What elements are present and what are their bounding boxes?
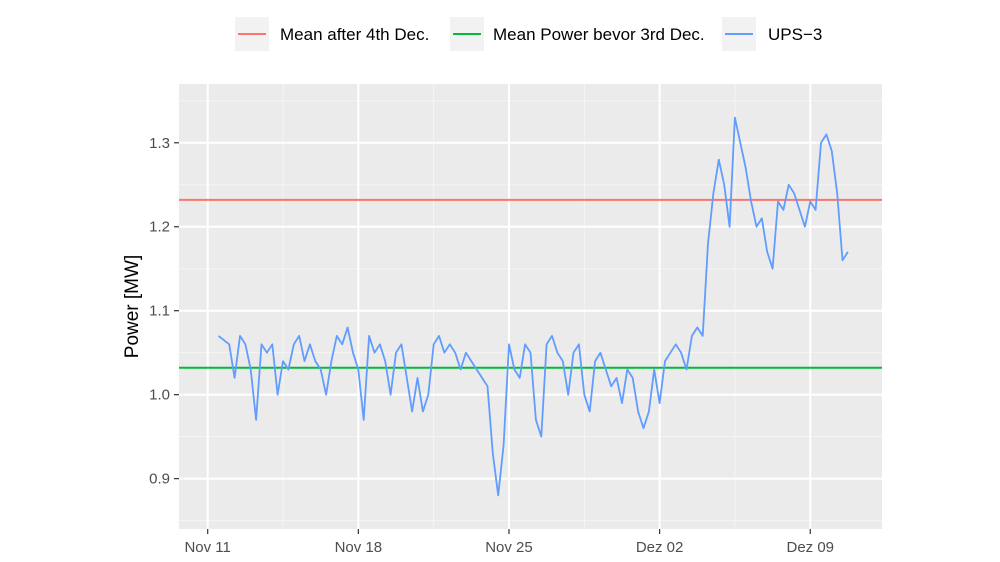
ups3-line [217,116,849,497]
x-tick-label: Dez 02 [636,539,684,556]
y-tick-label: 1.1 [149,303,170,320]
legend-label: UPS−3 [768,25,822,44]
y-tick-label: 1.3 [149,135,170,152]
legend-label: Mean Power bevor 3rd Dec. [493,25,705,44]
axes: 0.9 1.0 1.1 1.2 1.3 Nov 11 Nov 18 Nov 25 Dez 02 D… [149,135,834,556]
y-tick-label: 0.9 [149,471,170,488]
x-tick-label: Dez 09 [786,539,834,556]
y-tick-label: 1.0 [149,387,170,404]
y-tick-label: 1.2 [149,219,170,236]
series-layer [217,116,849,497]
legend-item: UPS−3 [722,17,822,51]
x-tick-label: Nov 18 [335,539,383,556]
grid-lines [179,84,882,529]
legend-item: Mean after 4th Dec. [235,17,429,51]
x-tick-label: Nov 11 [184,539,230,556]
legend: Mean after 4th Dec. Mean Power bevor 3rd … [235,17,822,51]
legend-label: Mean after 4th Dec. [280,25,429,44]
legend-item: Mean Power bevor 3rd Dec. [450,17,705,51]
plot-panel [179,84,882,529]
mean-lines [179,198,882,369]
y-axis-title: Power [MW] [122,255,143,358]
x-tick-label: Nov 25 [485,539,533,556]
